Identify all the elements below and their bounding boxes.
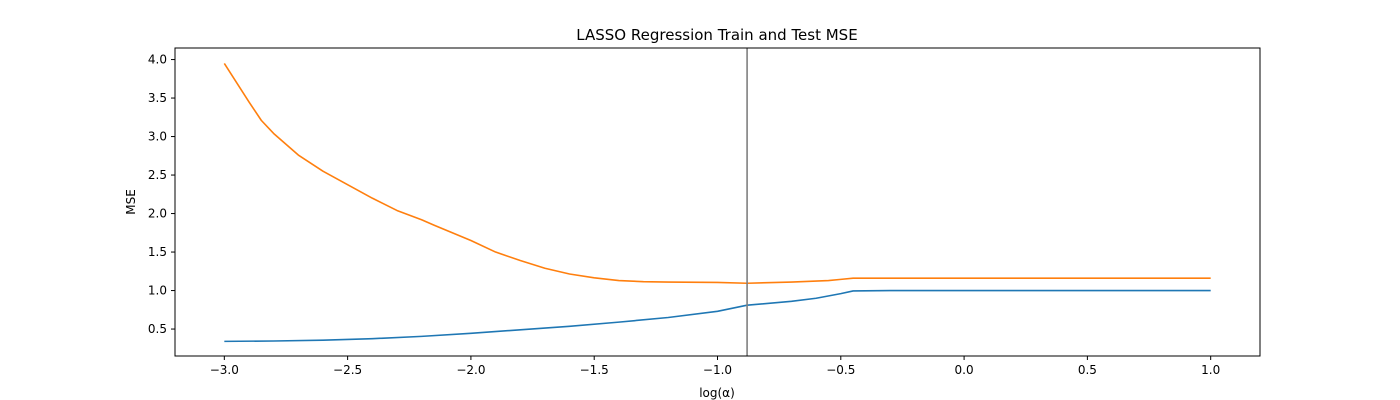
plot-frame (174, 47, 1261, 357)
x-tick-label: −2.0 (456, 363, 485, 377)
y-tick-label: 1.0 (148, 284, 167, 298)
y-tick-label: 3.5 (148, 91, 167, 105)
chart-title: LASSO Regression Train and Test MSE (576, 26, 857, 44)
y-tick-label: 0.5 (148, 322, 167, 336)
x-tick-label: −0.5 (826, 363, 855, 377)
x-tick-label: 0.0 (955, 363, 974, 377)
x-tick-label: −1.0 (703, 363, 732, 377)
y-tick-label: 2.5 (148, 168, 167, 182)
x-tick-label: 0.5 (1078, 363, 1097, 377)
y-tick-label: 2.0 (148, 207, 167, 221)
y-tick-label: 1.5 (148, 245, 167, 259)
x-tick-label: −3.0 (210, 363, 239, 377)
x-tick-label: 1.0 (1201, 363, 1220, 377)
y-tick-label: 4.0 (148, 53, 167, 67)
series-line-1 (223, 62, 1211, 285)
y-tick-label: 3.0 (148, 130, 167, 144)
x-tick-label: −2.5 (333, 363, 362, 377)
y-axis-label: MSE (124, 189, 138, 215)
x-tick-label: −1.5 (580, 363, 609, 377)
series-line-0 (224, 289, 1211, 343)
x-axis-label: log(α) (699, 386, 735, 400)
